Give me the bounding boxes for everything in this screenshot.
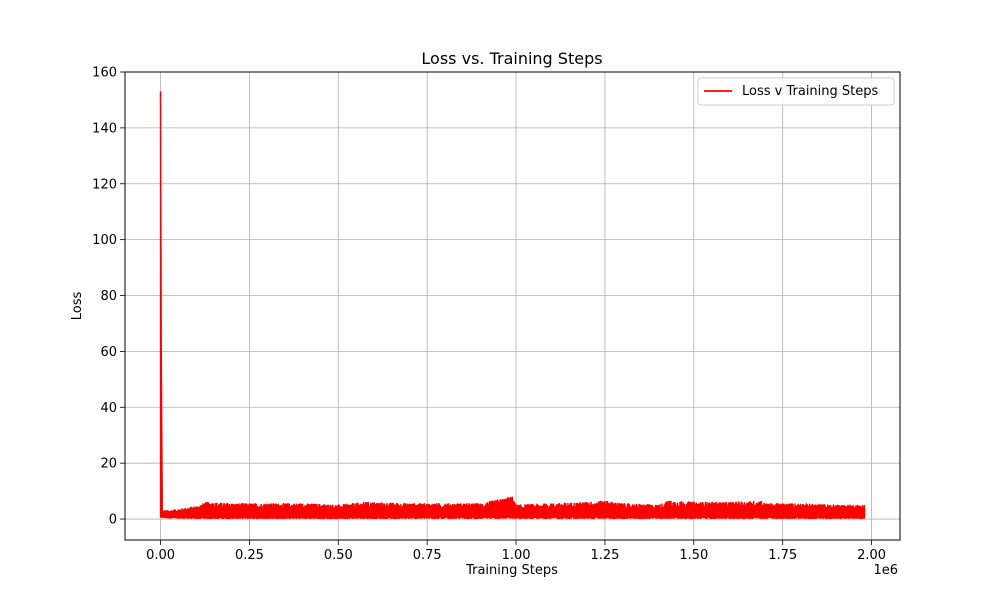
series-line-0 (159, 91, 866, 520)
y-axis-ticks: 0 20 40 60 80 100 120 140 160 (92, 66, 125, 528)
y-tick-label: 120 (92, 177, 117, 192)
x-axis-label: Training Steps (465, 563, 558, 578)
x-tick-label: 1.00 (502, 548, 531, 563)
series-layer (159, 91, 866, 520)
y-tick-label: 40 (100, 401, 117, 416)
x-tick-label: 0.75 (413, 548, 442, 563)
y-tick-label: 20 (100, 457, 117, 472)
x-axis-ticks: 0.00 0.25 0.50 0.75 1.00 1.25 1.50 1.75 2.00 (146, 540, 886, 563)
x-tick-label: 1.25 (590, 548, 619, 563)
y-axis-label: Loss (70, 292, 85, 321)
legend-entry-label: Loss v Training Steps (742, 84, 878, 99)
x-tick-label: 0.25 (235, 548, 264, 563)
legend-box (697, 77, 895, 106)
x-tick-label: 1.50 (679, 548, 708, 563)
x-tick-label: 2.00 (857, 548, 886, 563)
grid (125, 71, 900, 540)
y-tick-label: 60 (100, 345, 117, 360)
y-tick-label: 160 (92, 66, 117, 81)
y-tick-label: 0 (109, 513, 117, 528)
plot-frame (124, 71, 901, 541)
y-tick-label: 80 (100, 289, 117, 304)
legend: Loss v Training Steps (697, 77, 895, 106)
y-tick-label: 100 (92, 233, 117, 248)
x-tick-label: 0.50 (324, 548, 353, 563)
y-tick-label: 140 (92, 121, 117, 136)
x-tick-label: 1.75 (768, 548, 797, 563)
chart-title: Loss vs. Training Steps (421, 49, 602, 68)
x-tick-label: 0.00 (146, 548, 175, 563)
x-axis-offset-label: 1e6 (873, 563, 898, 578)
